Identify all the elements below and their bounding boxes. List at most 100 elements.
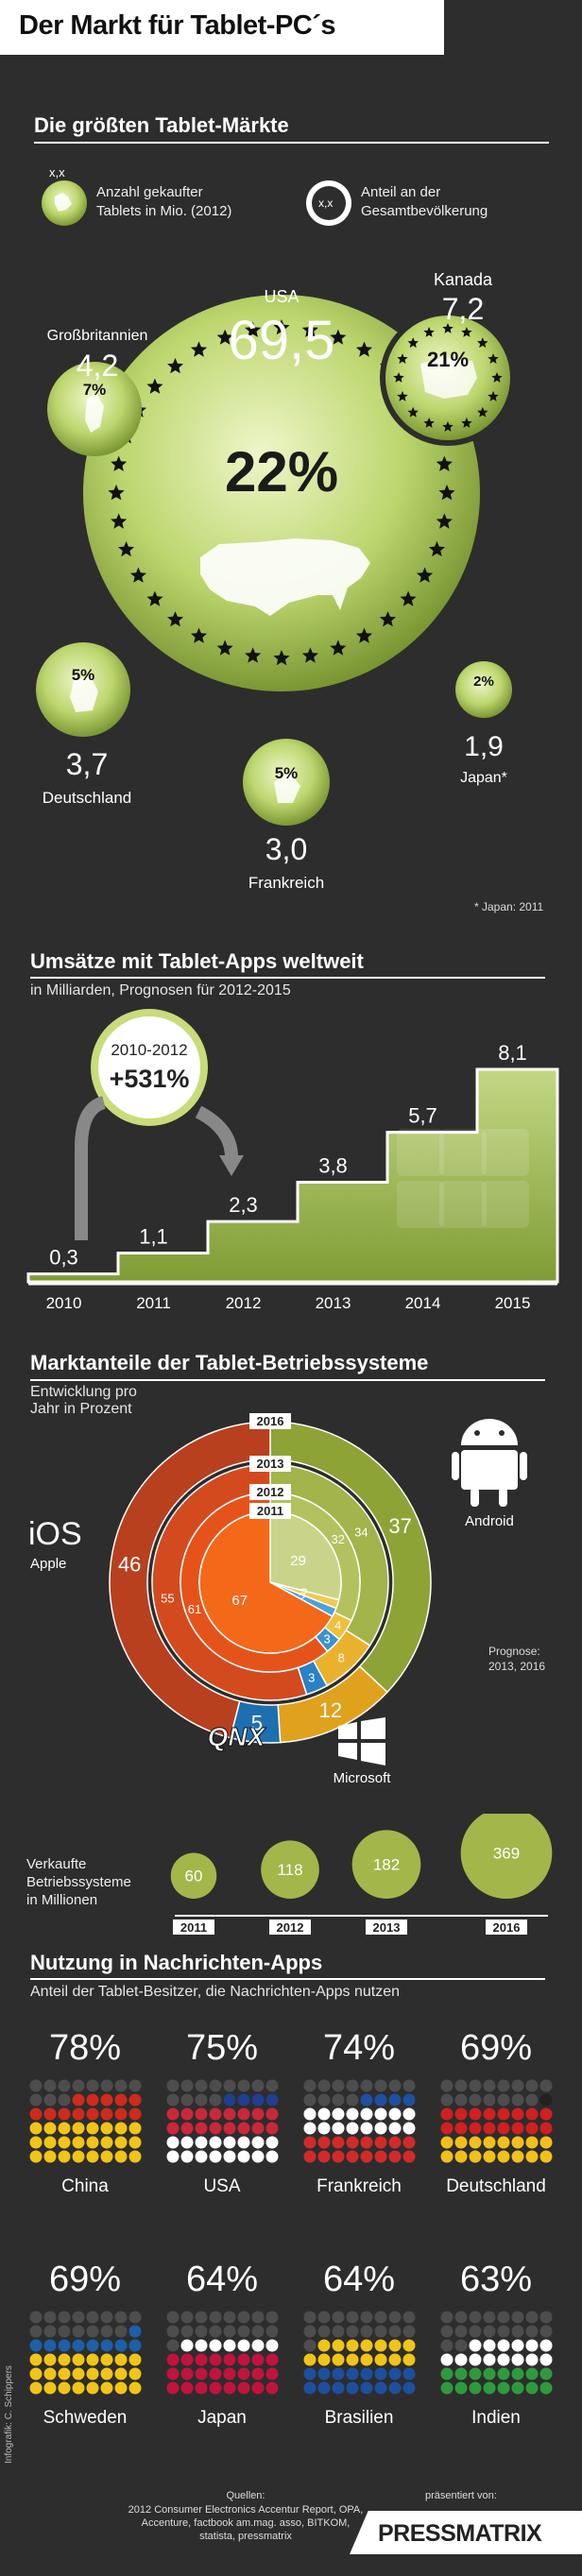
- news-dot: [539, 2122, 553, 2135]
- news-dot: [346, 2122, 359, 2135]
- news-dot: [29, 2079, 43, 2092]
- news-dot: [483, 2093, 496, 2107]
- news-dot: [388, 2311, 402, 2324]
- brand-logo[interactable]: PRESSMATRIX: [378, 2520, 542, 2547]
- news-dot: [317, 2367, 331, 2380]
- news-dot: [303, 2381, 317, 2395]
- ring-year-badge: [249, 1484, 291, 1500]
- usa-share: 22%: [225, 440, 338, 503]
- news-dot: [58, 2353, 71, 2366]
- news-dot: [195, 2339, 208, 2352]
- ring-year-label: 2016: [257, 1414, 284, 1428]
- legend-value-text-1: Anzahl gekaufter: [96, 184, 203, 200]
- donut-segment: [269, 1421, 432, 1694]
- news-dot: [303, 2093, 317, 2107]
- news-dot: [72, 2107, 85, 2121]
- news-dot: [346, 2381, 359, 2395]
- news-dot: [303, 2122, 317, 2135]
- news-dot: [332, 2079, 345, 2092]
- news-share: 75%: [186, 2028, 258, 2068]
- apps-chart: 0,3 2010 1,1 2011 2,3 2012 3,8 2013 5,7 2014 8,1 20…: [26, 1009, 559, 1312]
- sold-year-label: 2012: [277, 1920, 304, 1935]
- news-dot: [388, 2093, 402, 2107]
- news-dot: [251, 2381, 265, 2395]
- news-dot: [483, 2353, 496, 2366]
- news-dot: [454, 2122, 468, 2135]
- news-dot: [58, 2079, 71, 2092]
- apps-value-label: 3,8: [318, 1153, 348, 1177]
- markets-map: x,x Anzahl gekaufter Tablets in Mio. (20…: [36, 165, 516, 892]
- donut-value-label: 29: [290, 1553, 306, 1569]
- news-dot: [346, 2150, 359, 2163]
- news-dot: [251, 2150, 265, 2163]
- news-dot: [374, 2367, 387, 2380]
- news-dot: [469, 2107, 482, 2121]
- news-dot: [454, 2311, 468, 2324]
- news-dot: [180, 2325, 194, 2338]
- news-dot: [251, 2093, 265, 2107]
- news-dot: [346, 2107, 359, 2121]
- news-dot: [114, 2122, 128, 2135]
- apps-subtitle: in Milliarden, Prognosen für 2012-2015: [30, 982, 291, 998]
- news-dot: [497, 2136, 510, 2149]
- news-dot: [29, 2339, 43, 2352]
- news-dot: [360, 2093, 373, 2107]
- news-dot: [195, 2150, 208, 2163]
- news-dot: [43, 2367, 57, 2380]
- donut-value-label: 46: [118, 1553, 141, 1577]
- news-dot: [114, 2367, 128, 2380]
- news-dot: [86, 2311, 99, 2324]
- news-dot: [43, 2150, 57, 2163]
- sold-chart: Verkaufte Betriebssysteme in Millionen 6…: [26, 1814, 553, 1935]
- gb-label: Großbritannien: [47, 328, 148, 344]
- usa-circle: [83, 295, 480, 691]
- apps-value-label: 2,3: [229, 1193, 258, 1217]
- news-dot: [483, 2136, 496, 2149]
- sold-label-1: Verkaufte: [26, 1856, 86, 1872]
- news-dot: [388, 2353, 402, 2366]
- apps-badge-value: +531%: [110, 1065, 190, 1093]
- news-dot: [209, 2079, 222, 2092]
- os-title: Marktanteile der Tablet-Betriebssysteme: [30, 1351, 429, 1374]
- sources-title: Quellen:: [226, 2490, 265, 2501]
- news-dot: [166, 2339, 180, 2352]
- news-dot: [539, 2381, 553, 2395]
- sold-value-label: 118: [277, 1861, 302, 1879]
- japan-share: 2%: [473, 674, 494, 690]
- germany-value: 3,7: [66, 747, 108, 781]
- news-dot: [525, 2353, 539, 2366]
- news-dot: [43, 2107, 57, 2121]
- news-dot: [180, 2079, 194, 2092]
- news-share: 64%: [323, 2260, 395, 2299]
- news-dot: [374, 2107, 387, 2121]
- news-dot: [114, 2093, 128, 2107]
- news-dot: [209, 2353, 222, 2366]
- ring-year-badge: [249, 1456, 291, 1472]
- news-country: USA: [203, 2176, 240, 2196]
- news-dot: [223, 2150, 236, 2163]
- news-dot: [128, 2353, 142, 2366]
- news-share: 63%: [460, 2260, 532, 2299]
- news-dot: [237, 2122, 250, 2135]
- news-dot: [402, 2122, 416, 2135]
- news-dot: [29, 2325, 43, 2338]
- news-dot: [195, 2136, 208, 2149]
- news-dot: [511, 2107, 524, 2121]
- donut-value-label: 12: [319, 1698, 342, 1722]
- news-dot: [525, 2136, 539, 2149]
- markets-divider: [34, 142, 549, 144]
- news-dot: [195, 2353, 208, 2366]
- news-dot: [166, 2311, 180, 2324]
- news-dot: [374, 2353, 387, 2366]
- forecast-2: 2013, 2016: [488, 1660, 545, 1673]
- news-dot: [346, 2311, 359, 2324]
- news-dot: [166, 2150, 180, 2163]
- news-dot: [303, 2107, 317, 2121]
- news-dot: [180, 2311, 194, 2324]
- news-dot: [525, 2381, 539, 2395]
- news-dot: [303, 2367, 317, 2380]
- news-dot: [497, 2150, 510, 2163]
- news-dot: [166, 2325, 180, 2338]
- legend-value-placeholder: x,x: [49, 165, 65, 179]
- news-dot: [86, 2150, 99, 2163]
